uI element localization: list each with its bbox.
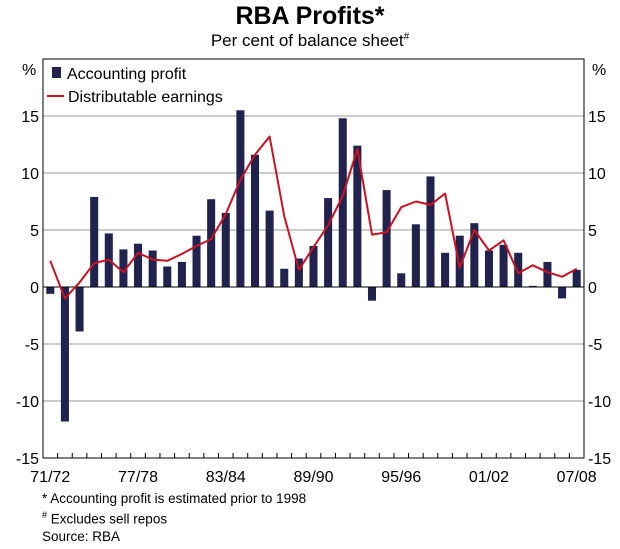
chart-title: RBA Profits* [235, 2, 385, 30]
x-tick-label: 89/90 [293, 469, 333, 486]
footnote-sell-repos: # Excludes sell repos [42, 507, 306, 528]
y-tick-label-right: 10 [588, 166, 606, 183]
x-tick-label: 71/72 [30, 469, 70, 486]
accounting-profit-bar [411, 224, 420, 287]
x-tick-label: 83/84 [206, 469, 246, 486]
accounting-profit-bar [294, 258, 303, 287]
accounting-profit-bar [455, 235, 464, 287]
accounting-profit-bar [90, 196, 99, 287]
x-tick-label: 95/96 [381, 469, 421, 486]
accounting-profit-bar [163, 266, 172, 287]
y-tick-label-left: 0 [30, 280, 39, 297]
y-tick-label-right: -5 [588, 337, 602, 354]
accounting-profit-bar [46, 287, 55, 294]
distributable-earnings-line [49, 135, 578, 300]
accounting-profit-bar [324, 198, 333, 287]
accounting-profit-bar [236, 110, 245, 287]
accounting-profit-bar [558, 287, 567, 299]
accounting-profit-bar [484, 250, 493, 287]
accounting-profit-bar [75, 287, 84, 332]
footnote-mark: # [42, 510, 48, 520]
subtitle-text: Per cent of balance sheet [210, 31, 404, 50]
accounting-profit-bar [280, 268, 289, 287]
legend-swatch-accounting-profit [52, 67, 61, 78]
plot-frame [42, 58, 585, 459]
y-tick-label-right: -10 [588, 394, 611, 411]
y-tick-label-left: -10 [16, 394, 39, 411]
accounting-profit-bar [514, 252, 523, 287]
accounting-profit-bar [221, 212, 230, 287]
accounting-profit-bar [148, 250, 157, 287]
y-axis-unit-right: % [592, 62, 607, 79]
accounting-profit-bar [499, 244, 508, 287]
y-tick-label-right: 5 [588, 223, 597, 240]
subtitle-footnote-mark: # [403, 31, 410, 43]
accounting-profit-bar [426, 176, 435, 287]
accounting-profit-bar [338, 118, 347, 287]
chart-subtitle: Per cent of balance sheet# [0, 31, 620, 51]
accounting-profit-bar [397, 273, 406, 287]
source-note: Source: RBA [42, 528, 121, 544]
y-tick-label-right: -15 [588, 451, 611, 468]
x-tick-label: 77/78 [118, 469, 158, 486]
accounting-profit-bar [265, 210, 274, 287]
accounting-profit-bar [177, 261, 186, 287]
y-tick-label-left: 10 [21, 166, 39, 183]
accounting-profit-bar [309, 245, 318, 287]
y-tick-label-left: -15 [16, 451, 39, 468]
chart-notes: * Accounting profit is estimated prior t… [42, 490, 306, 545]
legend-label-distributable-earnings: Distributable earnings [68, 89, 223, 106]
accounting-profit-bar [250, 154, 260, 287]
footnote-accounting: * Accounting profit is estimated prior t… [42, 491, 307, 506]
y-tick-label-right: 15 [588, 109, 606, 126]
accounting-profit-bar [134, 243, 143, 287]
footnote-sell-repos-text: Excludes sell repos [47, 511, 168, 527]
accounting-profit-bar [470, 223, 479, 287]
x-tick-label: 07/08 [557, 469, 597, 486]
legend-label-accounting-profit: Accounting profit [67, 66, 187, 83]
accounting-profit-bar [382, 190, 391, 287]
accounting-profit-bar [528, 285, 537, 287]
x-tick-label: 01/02 [469, 469, 509, 486]
accounting-profit-bar [543, 261, 552, 287]
accounting-profit-bar [367, 287, 377, 301]
accounting-profit-bar [353, 145, 362, 287]
y-tick-label-left: 15 [21, 109, 39, 126]
accounting-profit-bar [207, 199, 216, 287]
y-tick-label-left: 5 [30, 223, 39, 240]
accounting-profit-bar [572, 269, 581, 287]
y-tick-label-right: 0 [588, 280, 597, 297]
accounting-profit-bar [119, 249, 128, 287]
accounting-profit-bar [192, 235, 201, 287]
accounting-profit-bar [60, 287, 69, 422]
accounting-profit-bar [441, 252, 450, 287]
y-tick-label-left: -5 [25, 337, 39, 354]
y-axis-unit-left: % [22, 62, 37, 79]
